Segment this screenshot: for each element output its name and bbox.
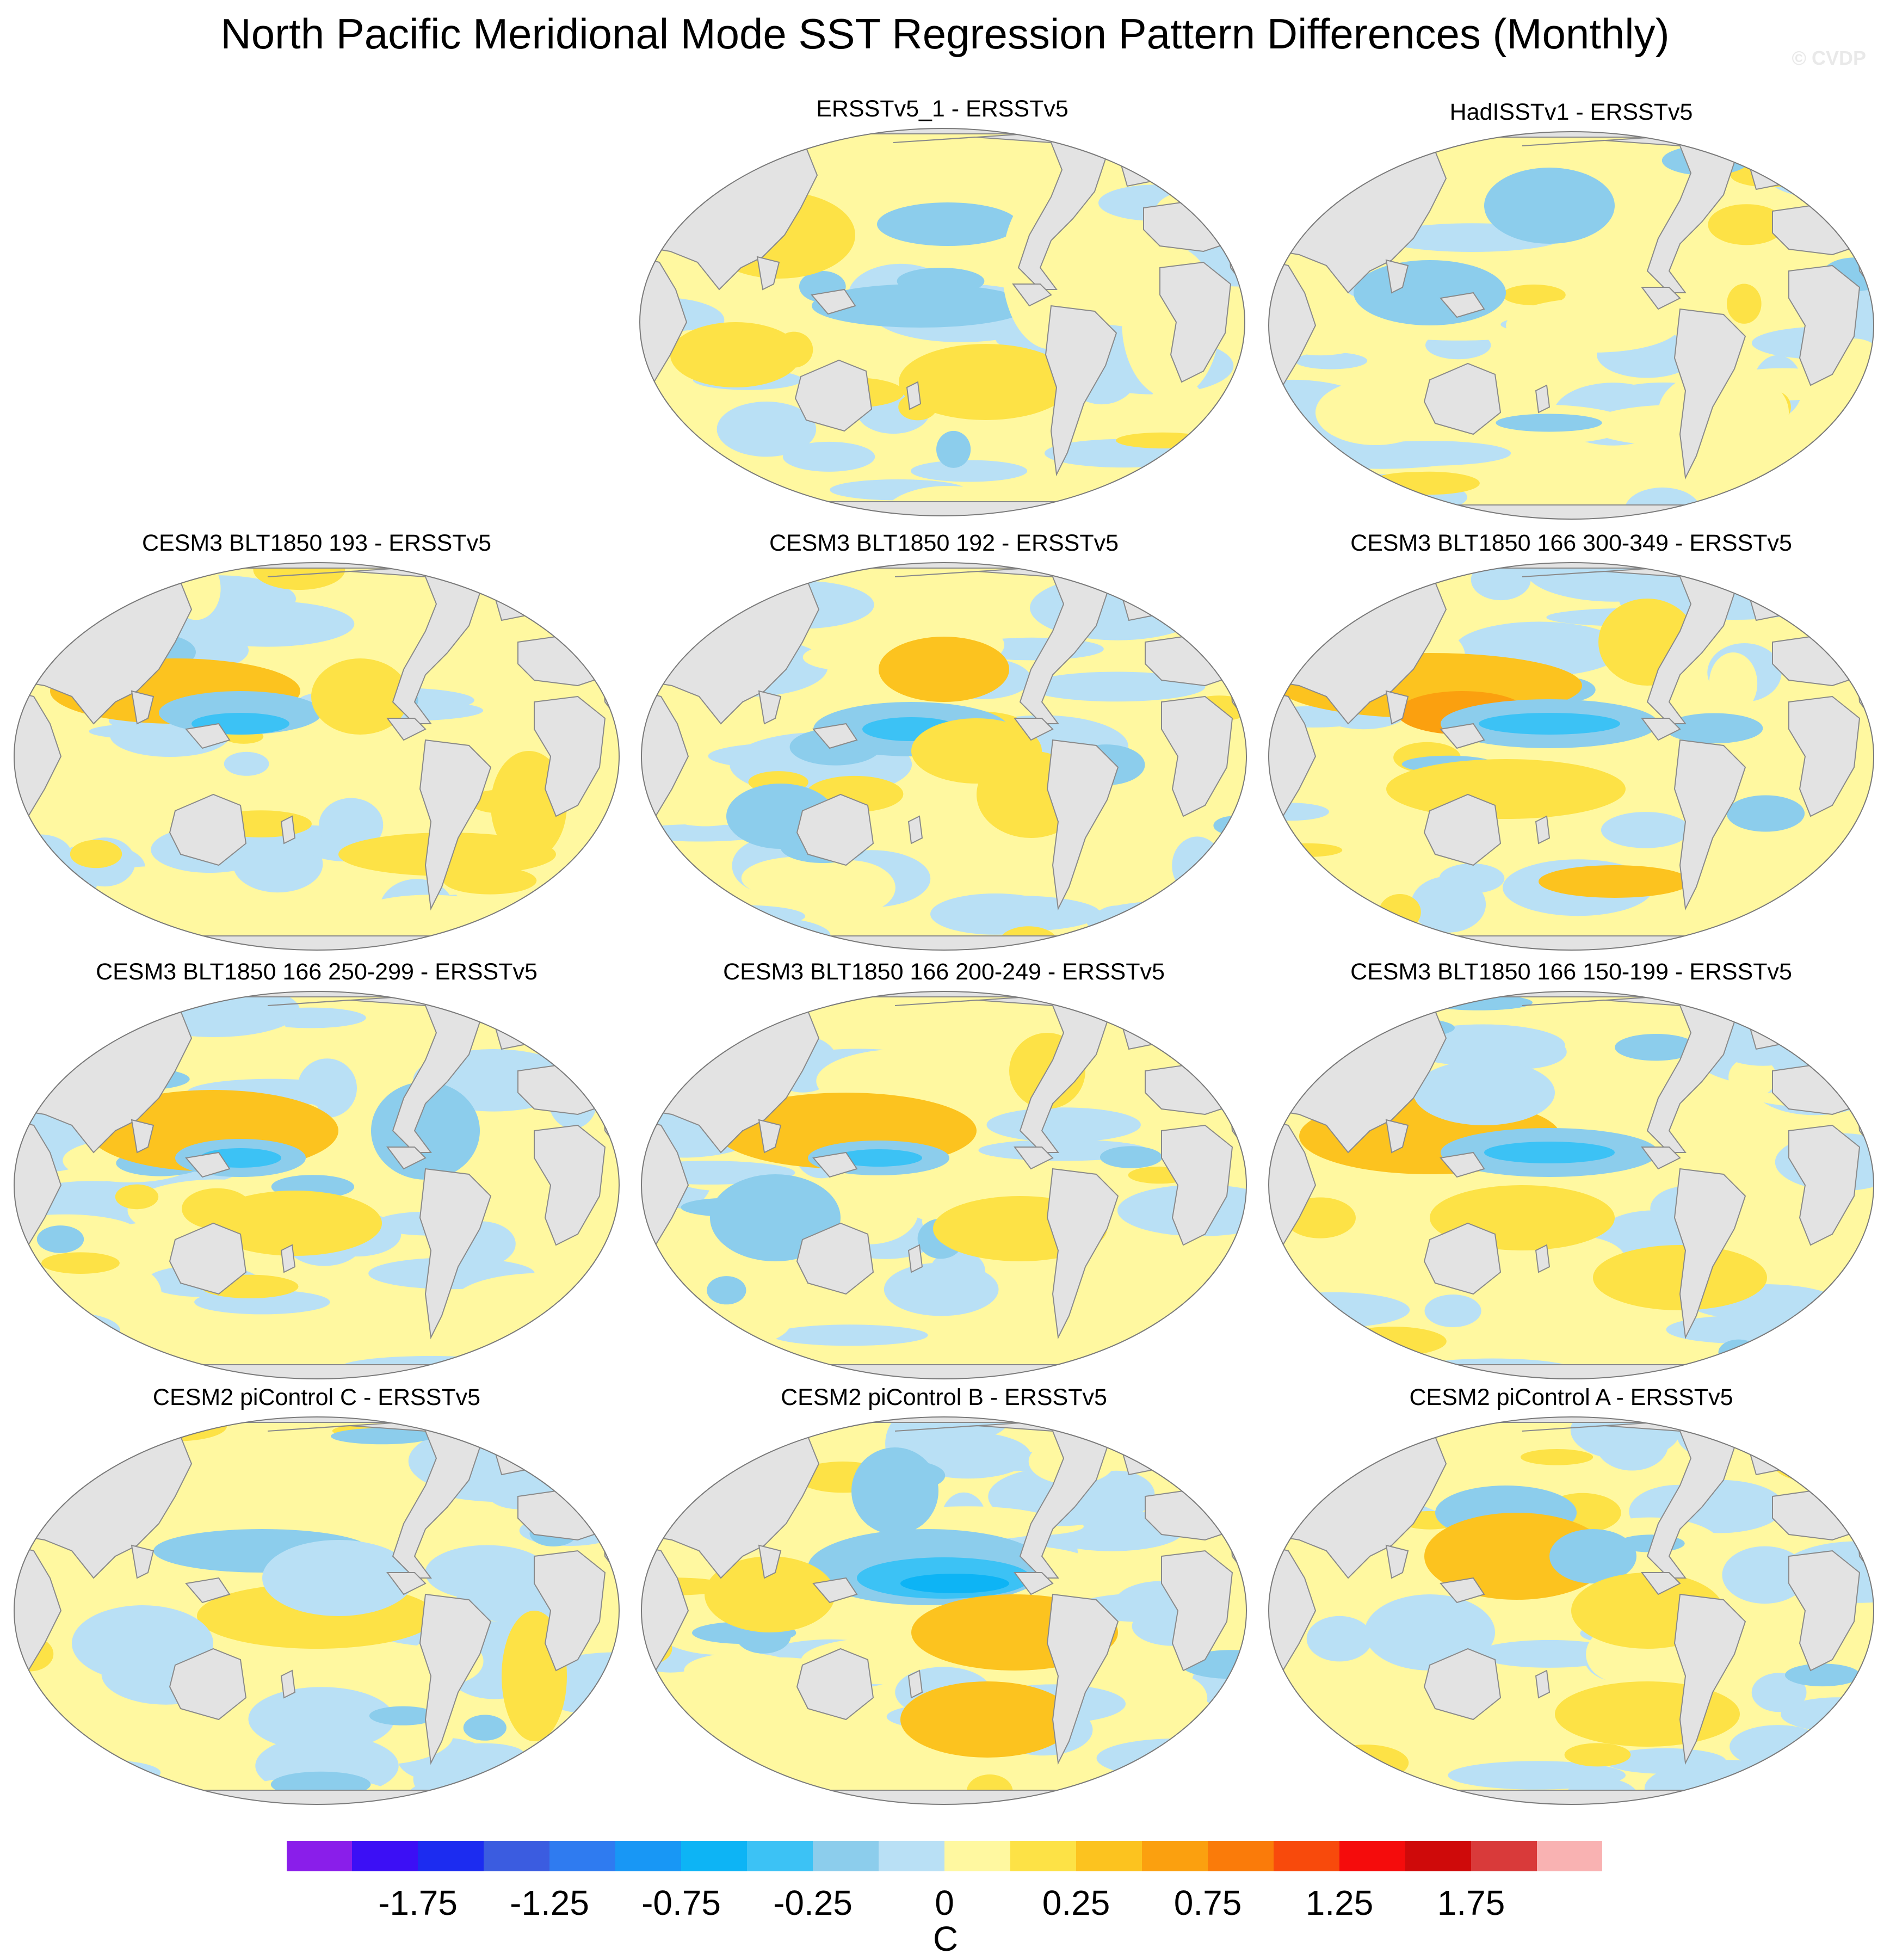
map-panel: CESM3 BLT1850 166 250-299 - ERSSTv5 bbox=[7, 957, 627, 1392]
colorbar-swatch bbox=[286, 1840, 353, 1872]
colorbar-unit: C bbox=[932, 1919, 959, 1958]
figure-title: North Pacific Meridional Mode SST Regres… bbox=[220, 10, 1670, 58]
colorbar-tick-label: 0.25 bbox=[1042, 1883, 1110, 1922]
sst-difference-map bbox=[12, 1415, 621, 1807]
colorbar-tick-label: -1.75 bbox=[378, 1883, 458, 1922]
colorbar-swatch bbox=[484, 1840, 550, 1872]
colorbar-swatch bbox=[1471, 1840, 1537, 1872]
map-panel: CESM2 piControl B - ERSSTv5 bbox=[634, 1382, 1254, 1817]
colorbar-swatch bbox=[1208, 1840, 1274, 1872]
sst-difference-map bbox=[1267, 560, 1876, 952]
colorbar-swatch bbox=[1010, 1840, 1077, 1872]
colorbar-swatch bbox=[944, 1840, 1011, 1872]
colorbar-swatch bbox=[879, 1840, 945, 1872]
panel-title: CESM2 piControl A - ERSSTv5 bbox=[1409, 1384, 1733, 1410]
sst-difference-map bbox=[12, 989, 621, 1381]
map-panel: CESM3 BLT1850 193 - ERSSTv5 bbox=[7, 528, 627, 963]
colorbar-swatch bbox=[1142, 1840, 1208, 1872]
colorbar-tick-label: 1.25 bbox=[1305, 1883, 1374, 1922]
sst-difference-map bbox=[639, 989, 1249, 1381]
colorbar-tick-label: -0.25 bbox=[773, 1883, 853, 1922]
panel-title: CESM3 BLT1850 166 250-299 - ERSSTv5 bbox=[96, 959, 538, 985]
map-panel: CESM3 BLT1850 166 200-249 - ERSSTv5 bbox=[634, 957, 1254, 1392]
colorbar-swatch bbox=[813, 1840, 879, 1872]
sst-difference-map bbox=[1267, 1415, 1876, 1807]
colorbar-tick-label: 0.75 bbox=[1173, 1883, 1242, 1922]
colorbar-tick-label: 1.75 bbox=[1437, 1883, 1505, 1922]
map-panel: CESM2 piControl A - ERSSTv5 bbox=[1261, 1382, 1881, 1817]
sst-difference-map bbox=[1267, 989, 1876, 1381]
sst-difference-map bbox=[639, 1415, 1249, 1807]
colorbar-swatch bbox=[418, 1840, 484, 1872]
sst-difference-map bbox=[1267, 130, 1876, 521]
colorbar-swatch bbox=[1274, 1840, 1340, 1872]
map-panel: CESM3 BLT1850 166 150-199 - ERSSTv5 bbox=[1261, 957, 1881, 1392]
colorbar-swatch bbox=[1537, 1840, 1603, 1872]
map-panel: CESM2 piControl C - ERSSTv5 bbox=[7, 1382, 627, 1817]
map-panel: ERSSTv5_1 - ERSSTv5 bbox=[632, 94, 1252, 529]
colorbar-swatch bbox=[1405, 1840, 1472, 1872]
colorbar-swatch bbox=[747, 1840, 813, 1872]
panel-title: HadISSTv1 - ERSSTv5 bbox=[1449, 99, 1693, 125]
cvdp-watermark: © CVDP bbox=[1792, 47, 1866, 69]
map-panel: HadISSTv1 - ERSSTv5 bbox=[1261, 97, 1881, 532]
panel-title: ERSSTv5_1 - ERSSTv5 bbox=[816, 96, 1068, 122]
panel-title: CESM3 BLT1850 166 300-349 - ERSSTv5 bbox=[1350, 530, 1792, 556]
sst-difference-map bbox=[638, 126, 1247, 518]
panel-title: CESM2 piControl C - ERSSTv5 bbox=[152, 1384, 481, 1410]
panel-title: CESM2 piControl B - ERSSTv5 bbox=[781, 1384, 1107, 1410]
colorbar-swatch bbox=[1076, 1840, 1142, 1872]
panel-title: CESM3 BLT1850 192 - ERSSTv5 bbox=[769, 530, 1119, 556]
panel-title: CESM3 BLT1850 166 200-249 - ERSSTv5 bbox=[723, 959, 1165, 985]
colorbar-swatch bbox=[1339, 1840, 1406, 1872]
colorbar-swatch bbox=[681, 1840, 748, 1872]
colorbar-tick-label: 0 bbox=[935, 1883, 954, 1922]
map-panel: CESM3 BLT1850 192 - ERSSTv5 bbox=[634, 528, 1254, 963]
colorbar-swatch bbox=[352, 1840, 418, 1872]
panel-title: CESM3 BLT1850 166 150-199 - ERSSTv5 bbox=[1350, 959, 1792, 985]
colorbar-swatch bbox=[615, 1840, 682, 1872]
colorbar-swatch bbox=[549, 1840, 616, 1872]
colorbar-tick-label: -1.25 bbox=[510, 1883, 589, 1922]
sst-difference-map bbox=[12, 560, 621, 952]
colorbar bbox=[286, 1840, 1603, 1872]
colorbar-tick-label: -0.75 bbox=[641, 1883, 721, 1922]
sst-difference-map bbox=[639, 560, 1249, 952]
panel-title: CESM3 BLT1850 193 - ERSSTv5 bbox=[141, 530, 492, 556]
map-panel: CESM3 BLT1850 166 300-349 - ERSSTv5 bbox=[1261, 528, 1881, 963]
